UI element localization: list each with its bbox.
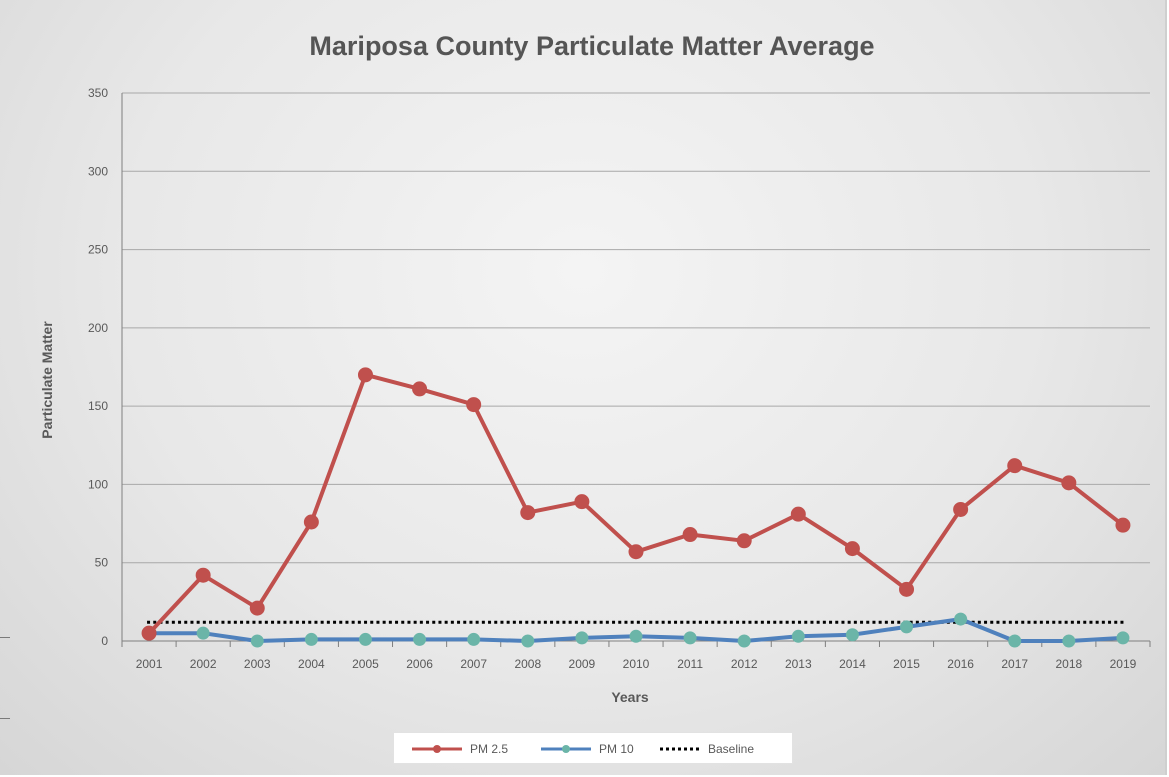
data-point-pm-2-5	[682, 527, 698, 543]
x-tick-label: 2012	[731, 657, 758, 671]
data-point-pm-10	[954, 612, 968, 626]
margin-tick	[0, 637, 10, 638]
x-tick-label: 2016	[947, 657, 974, 671]
data-point-pm-10	[196, 626, 210, 640]
y-tick-label: 300	[88, 164, 108, 178]
gridlines	[122, 92, 1150, 564]
data-point-pm-2-5	[844, 541, 860, 557]
data-point-pm-10	[575, 631, 589, 645]
data-point-pm-10	[467, 632, 481, 646]
legend-items: PM 2.5 PM 10 Baseline	[412, 742, 754, 756]
x-tick-label: 2003	[244, 657, 271, 671]
data-point-pm-10	[250, 634, 264, 648]
x-tick-label: 2017	[1001, 657, 1028, 671]
data-point-pm-10	[1008, 634, 1022, 648]
x-tick-label: 2015	[893, 657, 920, 671]
y-tick-label: 150	[88, 399, 108, 413]
data-point-pm-2-5	[1061, 475, 1077, 491]
x-tick-label: 2008	[514, 657, 541, 671]
x-tick-label: 2009	[569, 657, 596, 671]
data-point-pm-10	[358, 632, 372, 646]
data-point-pm-2-5	[1007, 458, 1023, 474]
y-tick-label: 350	[88, 86, 108, 100]
legend-label-baseline: Baseline	[708, 742, 754, 756]
legend-label-pm-10: PM 10	[599, 742, 634, 756]
data-point-pm-2-5	[790, 506, 806, 522]
x-tick-label: 2019	[1110, 657, 1137, 671]
data-point-pm-10	[1062, 634, 1076, 648]
data-point-pm-10	[737, 634, 751, 648]
data-point-pm-2-5	[141, 625, 157, 641]
x-tick-label: 2011	[677, 657, 703, 671]
margin-tick	[0, 718, 10, 719]
x-tick-label: 2001	[136, 657, 163, 671]
data-point-pm-10	[1116, 631, 1130, 645]
data-point-pm-10	[900, 620, 914, 634]
y-tick-label: 200	[88, 321, 108, 335]
data-point-pm-2-5	[466, 397, 482, 413]
x-tick-label: 2006	[406, 657, 433, 671]
y-tick-label: 0	[101, 634, 108, 648]
data-point-pm-2-5	[628, 544, 644, 560]
x-tick-label: 2005	[352, 657, 379, 671]
x-tick-label: 2010	[623, 657, 650, 671]
x-tick-label: 2004	[298, 657, 325, 671]
data-point-pm-10	[683, 631, 697, 645]
x-tick-label: 2018	[1055, 657, 1082, 671]
series	[141, 367, 1131, 648]
data-point-pm-2-5	[303, 514, 319, 530]
data-point-pm-2-5	[412, 381, 428, 397]
data-point-pm-2-5	[736, 533, 752, 549]
axes: 0 50 100 150 200 250 300 350 2001 2002 2003 2004 200…	[88, 86, 1151, 671]
y-tick-label: 100	[88, 477, 108, 491]
x-tick-label: 2014	[839, 657, 866, 671]
legend-label-pm-2-5: PM 2.5	[470, 742, 508, 756]
legend-marker-pm-2-5	[433, 745, 441, 753]
x-tick-label: 2007	[460, 657, 487, 671]
data-point-pm-2-5	[953, 501, 969, 517]
data-point-pm-10	[413, 632, 427, 646]
data-point-pm-2-5	[249, 600, 265, 616]
legend: PM 2.5 PM 10 Baseline	[393, 732, 793, 764]
x-tick-label: 2002	[190, 657, 217, 671]
x-tick-label: 2013	[785, 657, 812, 671]
series-line-pm-2-5	[147, 372, 1125, 635]
data-point-pm-10	[304, 632, 318, 646]
y-axis-title: Particulate Matter	[39, 321, 55, 439]
data-point-pm-10	[521, 634, 535, 648]
data-point-pm-2-5	[574, 494, 590, 510]
data-point-pm-2-5	[899, 581, 915, 597]
data-point-pm-2-5	[1115, 517, 1131, 533]
legend-marker-pm-10	[562, 745, 570, 753]
y-tick-label: 250	[88, 243, 108, 257]
data-point-pm-2-5	[357, 367, 373, 383]
data-point-pm-2-5	[195, 567, 211, 583]
chart-title: Mariposa County Particulate Matter Avera…	[309, 31, 874, 61]
data-point-pm-10	[791, 629, 805, 643]
x-axis-title: Years	[611, 689, 649, 705]
y-tick-label: 50	[95, 556, 109, 570]
data-point-pm-10	[629, 629, 643, 643]
data-point-pm-2-5	[520, 505, 536, 521]
data-point-pm-10	[845, 628, 859, 642]
